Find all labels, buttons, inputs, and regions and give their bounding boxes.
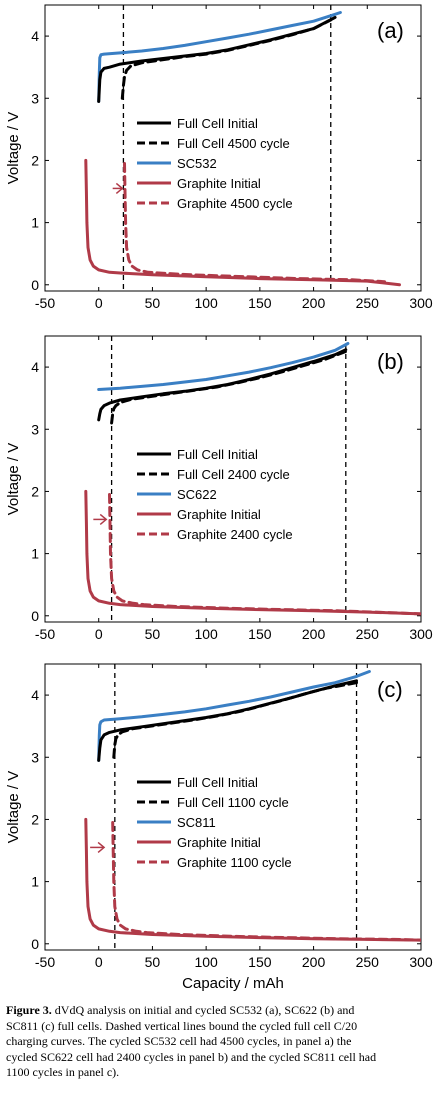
legend-entry: Graphite 1100 cycle xyxy=(177,855,292,870)
plot-area xyxy=(84,664,421,950)
panel-3: -50 0 50 100 150 200 250 300 0 1 2 3 4 Voltage / V Cap… xyxy=(5,663,433,992)
x-tick-label: 200 xyxy=(302,626,326,642)
y-tick-label: 1 xyxy=(31,215,39,231)
panel-1: -50 0 50 100 150 200 250 300 0 1 2 3 4 Voltage / V Ful… xyxy=(5,4,433,311)
series-line-full-cell-initial xyxy=(97,15,337,103)
legend-entry: SC811 xyxy=(177,815,216,830)
x-tick-label: 50 xyxy=(145,295,161,311)
caption-line-2: SC811 (c) full cells. Dashed vertical li… xyxy=(6,1018,358,1033)
caption-line-5: 1100 cycles in panel c). xyxy=(6,1065,120,1079)
y-tick-label: 0 xyxy=(31,608,39,624)
y-tick-label: 0 xyxy=(31,936,39,952)
legend-entry: SC532 xyxy=(177,156,217,171)
shift-arrow xyxy=(112,182,124,194)
figure-caption: Figure 3. dVdQ analysis on initial and c… xyxy=(6,1003,436,1081)
panel-label: (c) xyxy=(377,677,403,702)
x-tick-label: 100 xyxy=(194,954,218,970)
series-line-graphite-1100-cycle xyxy=(111,821,421,942)
x-tick-label: 200 xyxy=(302,954,326,970)
x-tick-label: 100 xyxy=(194,295,218,311)
legend: Full Cell Initial Full Cell 2400 cycle SC6… xyxy=(137,447,293,542)
legend: Full Cell Initial Full Cell 4500 cycle SC5… xyxy=(137,116,293,211)
series-line-graphite-initial xyxy=(84,489,421,616)
x-tick-label: 300 xyxy=(409,626,433,642)
plot-area xyxy=(84,5,401,291)
panel-label: (a) xyxy=(377,18,404,43)
y-tick-label: 1 xyxy=(31,546,39,562)
series-line-graphite-2400-cycle xyxy=(108,493,421,616)
legend-entry: Graphite 2400 cycle xyxy=(177,527,293,542)
y-tick-label: 4 xyxy=(31,359,39,375)
x-tick-label: 150 xyxy=(248,295,272,311)
legend-entry: Full Cell Initial xyxy=(177,447,258,462)
series-line-full-cell-2400-cycle xyxy=(110,350,348,425)
panel-2: -50 0 50 100 150 200 250 300 0 1 2 3 4 Voltage / V Ful… xyxy=(5,335,433,642)
x-tick-label: -50 xyxy=(35,295,55,311)
x-tick-label: -50 xyxy=(35,954,55,970)
y-tick-label: 1 xyxy=(31,874,39,890)
series-line-sc811 xyxy=(97,670,371,762)
series-line-sc622 xyxy=(97,342,350,391)
panel-label: (b) xyxy=(377,349,404,374)
x-tick-label: 150 xyxy=(248,954,272,970)
x-tick-label: 50 xyxy=(145,626,161,642)
x-tick-label: 0 xyxy=(95,954,103,970)
series-line-full-cell-1100-cycle xyxy=(112,681,358,759)
legend-entry: Full Cell Initial xyxy=(177,116,258,131)
x-tick-label: 250 xyxy=(356,626,380,642)
series-line-full-cell-initial xyxy=(97,679,358,762)
x-tick-label: 150 xyxy=(248,626,272,642)
y-axis-label: Voltage / V xyxy=(5,112,22,185)
x-tick-label: 250 xyxy=(356,295,380,311)
caption-line-3: charging curves. The cycled SC532 cell h… xyxy=(6,1034,352,1048)
x-tick-label: 300 xyxy=(409,954,433,970)
y-tick-label: 2 xyxy=(31,152,39,168)
y-axis-label: Voltage / V xyxy=(5,443,22,516)
legend-entry: Graphite Initial xyxy=(177,507,261,522)
x-axis-label: Capacity / mAh xyxy=(182,975,284,992)
caption-text-1: dVdQ analysis on initial and cycled SC53… xyxy=(51,1003,355,1017)
legend-entry: Graphite 4500 cycle xyxy=(177,196,293,211)
y-tick-label: 2 xyxy=(31,483,39,499)
y-tick-label: 0 xyxy=(31,277,39,293)
x-tick-label: 250 xyxy=(356,954,380,970)
shift-arrow xyxy=(90,841,106,853)
y-tick-label: 3 xyxy=(31,421,39,437)
legend: Full Cell Initial Full Cell 1100 cycle SC8… xyxy=(137,775,292,870)
y-axis-label: Voltage / V xyxy=(5,771,22,844)
x-tick-label: 100 xyxy=(194,626,218,642)
legend-entry: SC622 xyxy=(177,487,217,502)
shift-arrow xyxy=(93,513,108,525)
x-tick-label: 200 xyxy=(302,295,326,311)
y-tick-label: 3 xyxy=(31,749,39,765)
y-tick-label: 2 xyxy=(31,811,39,827)
legend-entry: Full Cell Initial xyxy=(177,775,258,790)
legend-entry: Full Cell 2400 cycle xyxy=(177,467,290,482)
legend-entry: Full Cell 4500 cycle xyxy=(177,136,290,151)
x-tick-label: 0 xyxy=(95,295,103,311)
series-line-sc532 xyxy=(97,11,342,103)
y-tick-label: 4 xyxy=(31,28,39,44)
plot-frame xyxy=(44,335,422,623)
legend-entry: Graphite Initial xyxy=(177,835,261,850)
x-tick-label: 0 xyxy=(95,626,103,642)
legend-entry: Full Cell 1100 cycle xyxy=(177,795,289,810)
plot-frame xyxy=(44,4,422,292)
caption-line-1: Figure 3. dVdQ analysis on initial and c… xyxy=(6,1003,436,1019)
series-line-full-cell-initial xyxy=(97,348,348,422)
series-line-graphite-4500-cycle xyxy=(123,162,386,284)
plot-frame xyxy=(44,663,422,951)
legend-entry: Graphite Initial xyxy=(177,176,261,191)
figure: -50 0 50 100 150 200 250 300 0 1 2 3 4 Voltage / V Ful… xyxy=(5,4,433,992)
plot-area xyxy=(84,336,421,622)
caption-line-4: cycled SC622 cell had 2400 cycles in pan… xyxy=(6,1049,377,1064)
caption-label: Figure 3. xyxy=(6,1003,52,1017)
x-tick-label: 300 xyxy=(409,295,433,311)
y-tick-label: 4 xyxy=(31,687,39,703)
x-tick-label: 50 xyxy=(145,954,161,970)
x-tick-label: -50 xyxy=(35,626,55,642)
y-tick-label: 3 xyxy=(31,90,39,106)
